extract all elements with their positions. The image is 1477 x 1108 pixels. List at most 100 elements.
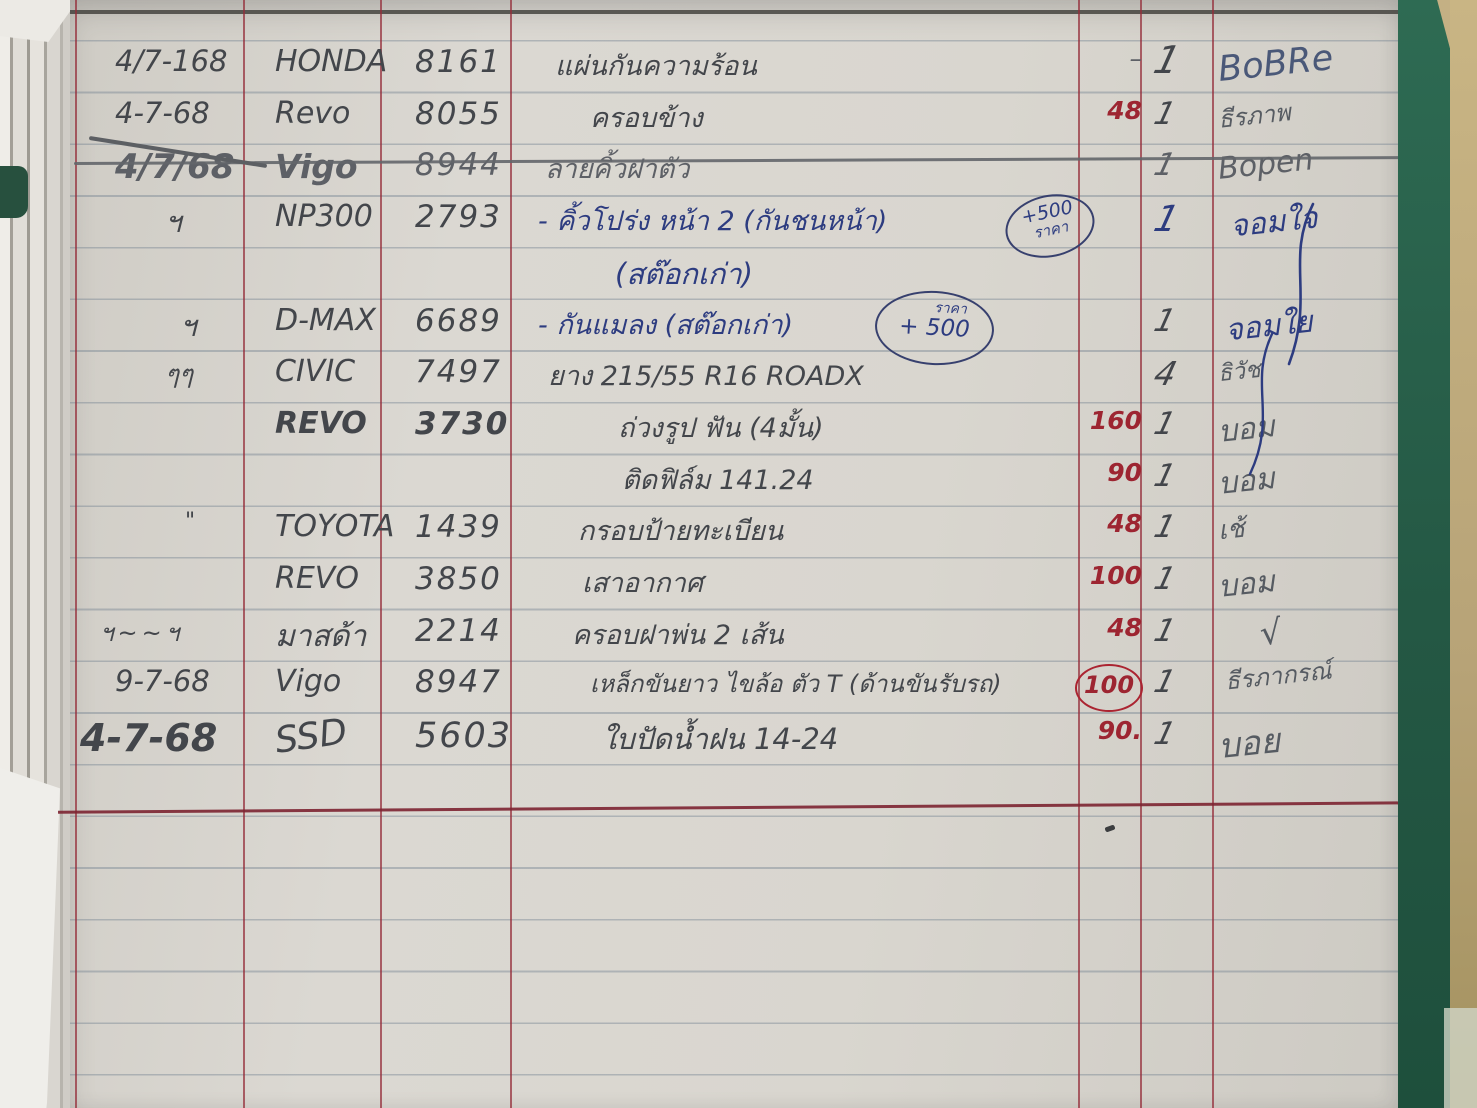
cell-date: 4-7-68 bbox=[115, 96, 210, 130]
circle-text-bottom: + 500 bbox=[898, 312, 971, 343]
ledger-row: 4-7-68 SSD 5603 ใบปัดน้ำฝน 14-24 90. 1 บ… bbox=[70, 711, 1406, 768]
cell-description: (สต๊อกเก่า) bbox=[615, 257, 753, 291]
cell-date: " bbox=[185, 509, 196, 534]
cell-qty: 1 bbox=[1150, 303, 1180, 339]
cell-signature: บอม bbox=[1216, 409, 1277, 450]
cell-signature: BoBRe bbox=[1216, 38, 1336, 90]
red-column-line bbox=[1212, 0, 1215, 1108]
cell-description: ยาง 215/55 R16 ROADX bbox=[548, 361, 864, 392]
cell-signature: ธิวัช bbox=[1216, 356, 1262, 388]
ink-smudge bbox=[1104, 824, 1116, 833]
top-heavy-rule bbox=[70, 10, 1406, 14]
cell-plate: 8161 bbox=[415, 44, 502, 80]
cell-date: 9-7-68 bbox=[115, 664, 210, 698]
cell-date: ฯ~~ฯ bbox=[100, 619, 184, 647]
cell-model: Vigo bbox=[275, 664, 342, 699]
red-column-line bbox=[510, 0, 513, 1108]
cell-price: 48 bbox=[1107, 509, 1142, 538]
cell-price: 48 bbox=[1107, 613, 1142, 642]
cell-qty: 1 bbox=[1150, 458, 1180, 494]
cell-price: 48 bbox=[1107, 96, 1142, 125]
ledger-row: REVO 3850 เสาอากาศ 100 1 บอม bbox=[70, 561, 1406, 613]
cell-model: NP300 bbox=[275, 199, 373, 234]
red-circle-annotation: 100 bbox=[1075, 664, 1143, 712]
cell-model: CIVIC bbox=[275, 354, 356, 389]
notebook-cover-edge bbox=[1398, 0, 1452, 1108]
notebook-page: 4/7-168 HONDA 8161 แผ่นกันความร้อน – 1 B… bbox=[58, 0, 1430, 1108]
cell-qty: 4 bbox=[1150, 354, 1181, 393]
cell-description: เสาอากาศ bbox=[582, 568, 703, 599]
cell-model: Revo bbox=[275, 96, 351, 131]
ledger-row: ติดฟิล์ม 141.24 90 1 บอม bbox=[70, 458, 1406, 510]
cell-plate: 6689 bbox=[415, 303, 502, 339]
ledger-row: " TOYOTA 1439 กรอบป้ายทะเบียน 48 1 เช้ bbox=[70, 509, 1406, 561]
cell-price: 160 bbox=[1089, 406, 1142, 435]
cell-qty: 1 bbox=[1150, 147, 1180, 183]
cell-qty: 1 bbox=[1150, 716, 1180, 752]
cell-signature: บอม bbox=[1216, 564, 1277, 605]
red-column-line bbox=[243, 0, 246, 1108]
cell-qty: 1 bbox=[1150, 96, 1180, 132]
cell-date: ฯ bbox=[165, 205, 182, 239]
cell-date: 4-7-68 bbox=[80, 716, 218, 760]
cell-qty: 1 bbox=[1149, 199, 1184, 240]
ledger-row: ฯ~~ฯ มาสด้า 2214 ครอบฝาพ่น 2 เส้น 48 1 √ bbox=[70, 611, 1406, 665]
cover-bottom-highlight bbox=[1444, 1008, 1477, 1108]
cell-price: 90. bbox=[1097, 716, 1142, 745]
ledger-row: ฯ NP300 2793 - คิ้วโปร่ง หน้า 2 (กันชนหน… bbox=[70, 186, 1406, 266]
cell-description: ติดฟิล์ม 141.24 bbox=[622, 465, 814, 496]
ledger-row: 9-7-68 Vigo 8947 เหล็กขันยาว ไขล้อ ตัว T… bbox=[70, 657, 1406, 716]
red-column-line bbox=[1078, 0, 1081, 1108]
ledger-row: 4-7-68 Revo 8055 ครอบข้าง 48 1 ธีรภาพ bbox=[70, 96, 1406, 148]
cell-plate: 8944 bbox=[415, 147, 502, 183]
cell-model: มาสด้า bbox=[275, 619, 367, 654]
cover-outer-strip bbox=[1450, 0, 1477, 1108]
cell-qty: 1 bbox=[1150, 406, 1180, 442]
cell-model: Vigo bbox=[275, 147, 358, 186]
red-section-divider bbox=[58, 801, 1430, 814]
cell-qty: 1 bbox=[1150, 613, 1180, 649]
cell-description: แผ่นกันความร้อน bbox=[555, 51, 757, 82]
cell-description: - กันแมลง (สต๊อกเก่า) bbox=[538, 310, 794, 341]
cell-description: ถ่วงรูป ฟัน (4มั้น) bbox=[618, 413, 824, 444]
cell-qty: 1 bbox=[1150, 561, 1180, 597]
cell-price: – bbox=[1129, 44, 1143, 73]
red-column-line bbox=[380, 0, 383, 1108]
cell-model: REVO bbox=[275, 406, 367, 441]
ledger-row: ๆๆ CIVIC 7497 ยาง 215/55 R16 ROADX 4 ธิว… bbox=[70, 354, 1406, 406]
cell-signature: บอม bbox=[1216, 461, 1277, 502]
cell-signature: √ bbox=[1257, 611, 1284, 655]
cell-description: เหล็กขันยาว ไขล้อ ตัว T (ด้านขันรับรถ) bbox=[590, 670, 1002, 698]
ledger-row: 4/7-168 HONDA 8161 แผ่นกันความร้อน – 1 B… bbox=[70, 38, 1406, 96]
cell-price: 90 bbox=[1107, 458, 1142, 487]
cell-qty: 1 bbox=[1150, 509, 1180, 545]
cell-signature: จอมใจ bbox=[1228, 200, 1320, 245]
cell-description: กรอบป้ายทะเบียน bbox=[578, 516, 784, 547]
ledger-row-struck: 4/7/68 Vigo 8944 ลายคิ้วฝาตัว 1 Bopen bbox=[70, 142, 1406, 199]
cell-plate: 2214 bbox=[415, 613, 502, 649]
cell-description: ครอบข้าง bbox=[590, 103, 703, 134]
ledger-row: REVO 3730 ถ่วงรูป ฟัน (4มั้น) 160 1 บอม bbox=[70, 406, 1406, 458]
cell-model: SSD bbox=[272, 711, 350, 762]
ledger-row: ฯ D-MAX 6689 - กันแมลง (สต๊อกเก่า) ราคา … bbox=[70, 287, 1406, 369]
cell-model: REVO bbox=[275, 561, 359, 596]
cell-plate: 2793 bbox=[415, 199, 502, 235]
cell-price: 100 bbox=[1083, 671, 1135, 699]
red-column-line bbox=[1140, 0, 1143, 1108]
ledger-row: (สต๊อกเก่า) bbox=[70, 251, 1406, 303]
cell-date: ๆๆ bbox=[165, 360, 193, 390]
cell-description: - คิ้วโปร่ง หน้า 2 (กันชนหน้า) bbox=[538, 206, 888, 237]
cell-plate: 3730 bbox=[415, 406, 510, 442]
cell-price: 100 bbox=[1089, 561, 1142, 590]
cell-signature: จอมใย bbox=[1223, 304, 1315, 349]
cell-model: TOYOTA bbox=[275, 509, 395, 544]
cover-peek-left bbox=[0, 166, 28, 218]
cell-plate: 1439 bbox=[415, 509, 502, 545]
cell-plate: 3850 bbox=[415, 561, 502, 597]
cell-plate: 7497 bbox=[415, 354, 502, 390]
cell-signature: ธีรภาพ bbox=[1216, 98, 1292, 134]
cell-signature: Bopen bbox=[1216, 142, 1316, 187]
cell-model: D-MAX bbox=[275, 303, 376, 338]
cell-plate: 8055 bbox=[415, 96, 502, 132]
